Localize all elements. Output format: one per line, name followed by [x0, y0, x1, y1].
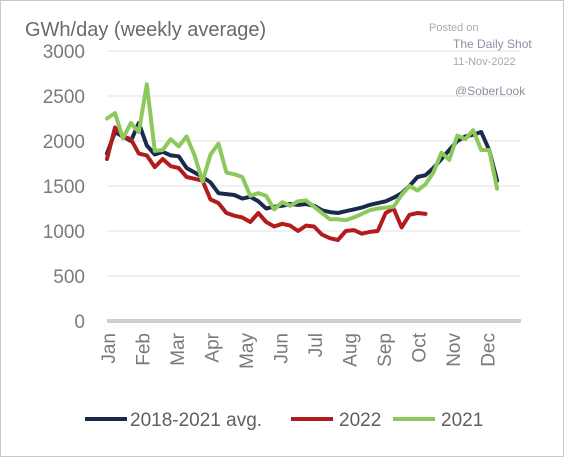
x-tick-label: May	[237, 333, 258, 369]
x-tick-labels: Jan Feb Mar Apr May Jun Jul Aug Sep Oct Nov Dec	[99, 332, 500, 369]
y-tick-label: 500	[53, 267, 85, 288]
y-tick-label: 2500	[43, 87, 85, 108]
y-tick-label: 3000	[43, 42, 85, 63]
y-tick-labels: 0 500 1000 1500 2000 2500 3000	[43, 42, 85, 333]
watermark: Posted on The Daily Shot 11-Nov-2022 @So…	[429, 22, 532, 98]
x-tick-label: Jul	[306, 333, 327, 357]
legend-label: 2022	[339, 410, 381, 431]
watermark-posted-on: Posted on	[429, 22, 479, 34]
x-tick-label: Feb	[134, 333, 155, 366]
series-lines	[105, 82, 500, 242]
legend-label: 2021	[441, 410, 483, 431]
watermark-handle: @SoberLook	[455, 84, 526, 98]
series-line	[105, 125, 428, 242]
legend-label: 2018-2021 avg.	[130, 410, 262, 431]
series-line	[105, 82, 500, 223]
x-tick-label: Apr	[203, 332, 224, 362]
x-tick-label: Sep	[375, 333, 396, 367]
x-tick-label: Jan	[99, 333, 120, 364]
y-axis-title: GWh/day (weekly average)	[25, 19, 266, 41]
legend: 2018-2021 avg. 2022 2021	[85, 410, 483, 431]
x-tick-label: Dec	[479, 333, 500, 367]
y-tick-label: 2000	[43, 132, 85, 153]
x-tick-label: Oct	[410, 332, 431, 362]
x-tick-label: Jun	[272, 333, 293, 364]
gridlines	[107, 50, 521, 323]
y-tick-label: 1500	[43, 177, 85, 198]
watermark-date: 11-Nov-2022	[453, 56, 516, 68]
x-tick-label: Aug	[341, 333, 362, 367]
y-tick-label: 1000	[43, 222, 85, 243]
x-tick-label: Mar	[168, 332, 189, 365]
watermark-source: The Daily Shot	[453, 37, 532, 51]
x-tick-label: Nov	[444, 333, 465, 367]
series-line	[105, 121, 500, 215]
y-tick-label: 0	[74, 312, 85, 333]
